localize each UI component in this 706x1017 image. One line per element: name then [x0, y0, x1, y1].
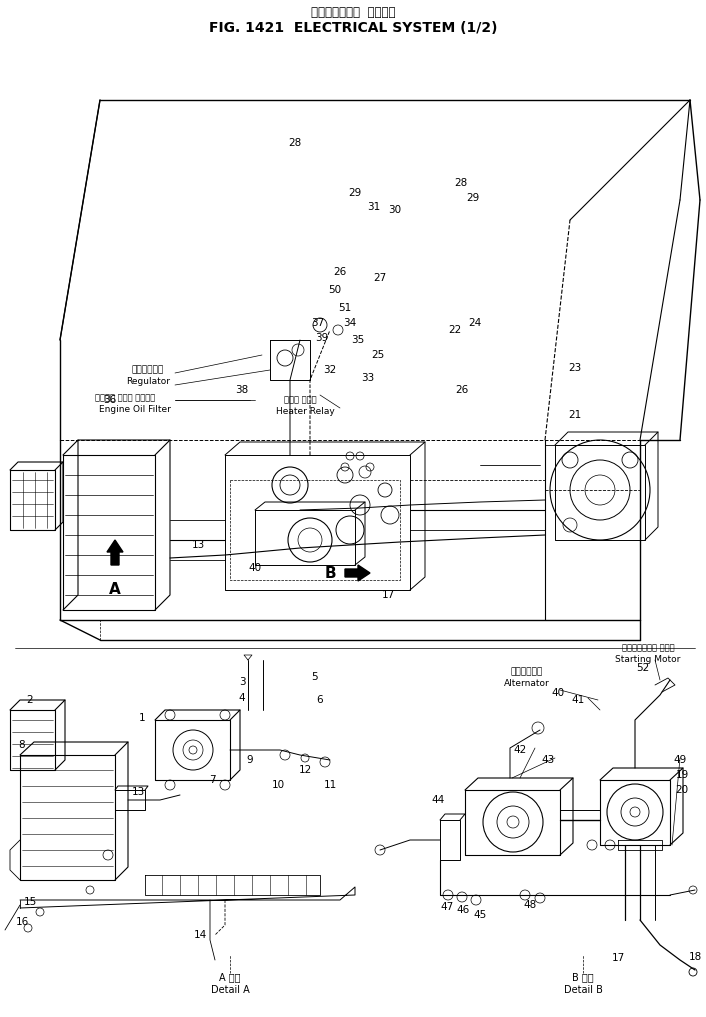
Text: Detail B: Detail B	[563, 985, 602, 995]
Text: A 詳細: A 詳細	[220, 972, 241, 982]
Text: ヒータ リレー: ヒータ リレー	[284, 396, 316, 405]
Text: A: A	[109, 583, 121, 598]
Text: 7: 7	[209, 775, 215, 785]
Text: 2: 2	[27, 695, 33, 705]
Text: レギュレータ: レギュレータ	[132, 365, 164, 374]
Text: 12: 12	[299, 765, 311, 775]
Text: 26: 26	[455, 385, 469, 395]
Text: 24: 24	[468, 318, 481, 328]
Text: Engine Oil Filter: Engine Oil Filter	[99, 406, 171, 415]
Text: 17: 17	[611, 953, 625, 963]
Text: 4: 4	[239, 693, 245, 703]
Text: 15: 15	[23, 897, 37, 907]
Text: 34: 34	[343, 318, 357, 328]
Text: 26: 26	[333, 267, 347, 277]
Text: 9: 9	[246, 755, 253, 765]
Text: 36: 36	[103, 395, 116, 405]
Text: 35: 35	[352, 335, 364, 345]
Text: 22: 22	[448, 325, 462, 335]
Text: 52: 52	[636, 663, 650, 673]
Text: 13: 13	[191, 540, 205, 550]
Text: B 詳細: B 詳細	[572, 972, 594, 982]
Text: Heater Relay: Heater Relay	[275, 408, 335, 417]
Text: 13: 13	[131, 787, 145, 797]
Text: 33: 33	[361, 373, 375, 383]
Text: 49: 49	[674, 755, 687, 765]
FancyArrow shape	[107, 540, 123, 565]
Text: 50: 50	[328, 285, 342, 295]
Text: 20: 20	[676, 785, 688, 795]
Text: 46: 46	[456, 905, 469, 915]
Text: 51: 51	[338, 303, 352, 313]
Text: 3: 3	[239, 677, 245, 687]
Text: 37: 37	[311, 318, 325, 328]
Text: 19: 19	[676, 770, 688, 780]
Text: スターティング モータ: スターティング モータ	[622, 644, 674, 653]
Text: 1: 1	[138, 713, 145, 723]
Text: 48: 48	[523, 900, 537, 910]
Text: 45: 45	[474, 910, 486, 920]
Text: 8: 8	[18, 740, 25, 750]
FancyArrow shape	[345, 565, 370, 581]
Text: エレクトリカル  システム: エレクトリカル システム	[311, 6, 395, 19]
Text: 40: 40	[249, 563, 261, 573]
Text: Regulator: Regulator	[126, 377, 170, 386]
Text: 38: 38	[235, 385, 249, 395]
Text: オルタネータ: オルタネータ	[511, 667, 543, 676]
Text: 32: 32	[323, 365, 337, 375]
Text: 25: 25	[371, 350, 385, 360]
Text: 47: 47	[441, 902, 454, 912]
Text: 21: 21	[568, 410, 582, 420]
Text: 27: 27	[373, 273, 387, 283]
Text: 28: 28	[288, 138, 301, 148]
Text: 44: 44	[431, 795, 445, 805]
Text: 42: 42	[513, 745, 527, 755]
Text: 5: 5	[311, 672, 318, 682]
Text: 14: 14	[193, 930, 207, 940]
Text: 10: 10	[271, 780, 285, 790]
Text: 6: 6	[317, 695, 323, 705]
Text: 30: 30	[388, 205, 402, 215]
Text: エンジン オイル フィルタ: エンジン オイル フィルタ	[95, 394, 155, 403]
Text: 16: 16	[16, 917, 29, 928]
Text: 28: 28	[455, 178, 467, 188]
Text: 41: 41	[571, 695, 585, 705]
Text: B: B	[324, 565, 336, 581]
Text: Starting Motor: Starting Motor	[616, 656, 681, 664]
Text: 23: 23	[568, 363, 582, 373]
Text: 18: 18	[688, 952, 702, 962]
Text: 39: 39	[316, 333, 328, 343]
Text: Alternator: Alternator	[504, 679, 550, 689]
Text: 40: 40	[551, 687, 565, 698]
Text: FIG. 1421  ELECTRICAL SYSTEM (1/2): FIG. 1421 ELECTRICAL SYSTEM (1/2)	[209, 21, 497, 35]
Text: Detail A: Detail A	[210, 985, 249, 995]
Text: 11: 11	[323, 780, 337, 790]
Text: 31: 31	[367, 202, 381, 212]
Text: 17: 17	[381, 590, 395, 600]
Text: 29: 29	[348, 188, 361, 198]
Text: 43: 43	[542, 755, 555, 765]
Text: 29: 29	[467, 193, 479, 203]
